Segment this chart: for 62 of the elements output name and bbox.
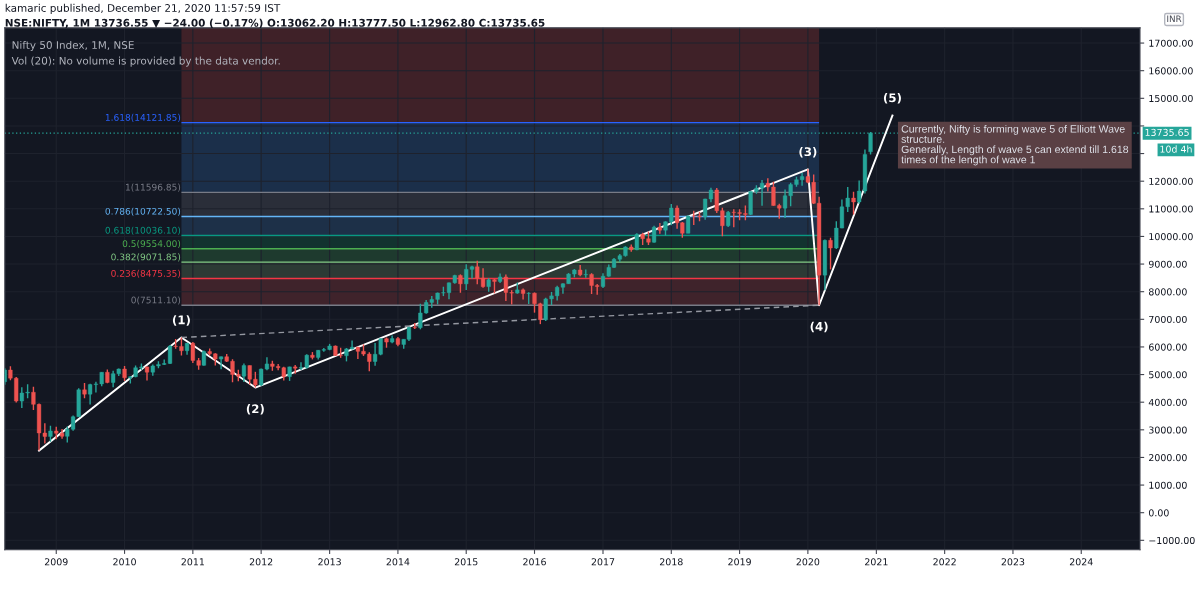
ref-line-label: 0.786(10722.50) xyxy=(105,207,181,216)
y-tick-label: 2000.00 xyxy=(1149,454,1187,462)
ref-line-label: 0.236(8475.35) xyxy=(111,269,181,278)
candlestick xyxy=(144,365,150,382)
ref-line-label: 0(7511.10) xyxy=(131,296,181,305)
y-tick-label: 16000.00 xyxy=(1149,67,1193,75)
y-tick-label: 10000.00 xyxy=(1149,233,1193,241)
x-tick-label: 2017 xyxy=(591,558,615,566)
x-tick-label: 2019 xyxy=(728,558,751,566)
candlestick xyxy=(828,237,833,271)
y-tick-label: 8000.00 xyxy=(1148,288,1187,296)
x-tick-label: 2009 xyxy=(44,558,68,566)
y-tick-label: 17000.00 xyxy=(1149,39,1193,47)
annotation: Nifty 50 Index, 1M, NSE xyxy=(12,40,134,51)
x-tick-label: 2011 xyxy=(181,558,204,566)
text: 10d 4h xyxy=(1160,145,1192,153)
annotation: (5) xyxy=(883,93,901,104)
line-series xyxy=(38,114,894,452)
y-tick-label: 0.00 xyxy=(1148,509,1169,517)
candlestick xyxy=(219,355,224,370)
annotation: (4) xyxy=(810,321,828,333)
y-tick-label: 11000.00 xyxy=(1149,205,1193,213)
ref-line-label: 1(11596.85) xyxy=(126,183,181,192)
y-tick-label: 15000.00 xyxy=(1149,94,1193,103)
x-tick-label: 2012 xyxy=(249,558,273,566)
ref-line-label: 13735.65 xyxy=(1145,128,1189,136)
annotation: (1) xyxy=(172,315,190,326)
y-tick-label: 3000.00 xyxy=(1149,426,1187,434)
y-tick-label: 4000.00 xyxy=(1148,398,1187,406)
ref-line-label: 0.618(10036.10) xyxy=(105,226,181,235)
x-tick-label: 2018 xyxy=(659,558,683,566)
x-tick-label: 2010 xyxy=(113,558,136,566)
text: INR xyxy=(1167,15,1182,22)
annotation: Currently, Nifty is forming wave 5 of Elliott Wave structure. Generally, Length of wave 5 can extend till 1.618 times of the length of wave 1 xyxy=(901,124,1129,166)
y-tick-label: 6000.00 xyxy=(1148,343,1187,351)
x-tick-label: 2016 xyxy=(523,558,546,566)
ref-line-label: 1.618(14121.85) xyxy=(105,113,181,122)
chart-title: kamaric published, December 21, 2020 11:57:59 IST xyxy=(5,3,281,14)
annotation: (2) xyxy=(246,404,264,415)
annotation: (3) xyxy=(799,146,817,158)
x-tick-label: 2021 xyxy=(865,558,888,566)
x-tick-label: 2020 xyxy=(796,558,820,566)
candlestick xyxy=(851,191,856,216)
y-tick-label: 12000.00 xyxy=(1149,177,1193,185)
x-tick-label: 2014 xyxy=(386,558,410,566)
ref-line-label: 0.382(9071.85) xyxy=(111,253,181,262)
chart-subtitle: NSE:NIFTY, 1M 13736.55 ▼ −24.00 (−0.17%) O:13062.20 H:13777.50 L:12962.80 C:13735.65 xyxy=(5,18,545,29)
candlestick xyxy=(458,273,463,294)
y-tick-label: 1000.00 xyxy=(1149,481,1187,489)
x-tick-label: 2022 xyxy=(933,558,956,566)
y-tick-label: 7000.00 xyxy=(1149,315,1187,324)
y-tick-label: 5000.00 xyxy=(1149,371,1187,379)
x-tick-label: 2024 xyxy=(1069,558,1093,566)
ref-line-label: 0.5(9554.00) xyxy=(122,240,181,249)
x-tick-label: 2015 xyxy=(454,558,478,566)
y-tick-label: −1000.00 xyxy=(1149,536,1195,545)
y-tick-label: 9000.00 xyxy=(1148,260,1187,268)
x-tick-label: 2023 xyxy=(1001,558,1025,566)
x-tick-label: 2013 xyxy=(318,558,341,566)
candlestick xyxy=(498,272,503,284)
candlestick xyxy=(390,334,395,345)
annotation: Vol (20): No volume is provided by the data vendor. xyxy=(11,56,280,67)
